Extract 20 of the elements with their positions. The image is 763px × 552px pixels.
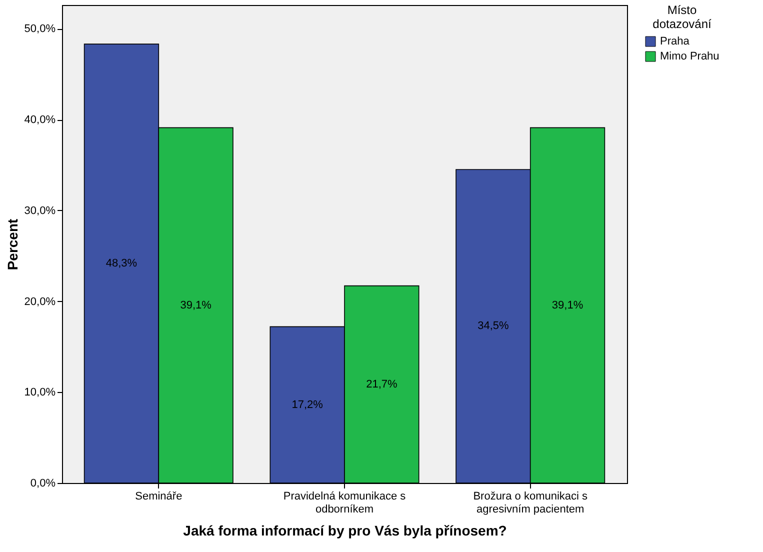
legend-label: Praha bbox=[660, 36, 690, 48]
y-axis-title: Percent bbox=[4, 218, 20, 270]
data-label: 48,3% bbox=[106, 258, 138, 270]
legend-label: Mimo Prahu bbox=[660, 50, 720, 62]
x-tick-label: Semináře bbox=[135, 490, 182, 502]
data-label: 21,7% bbox=[366, 378, 398, 390]
data-label: 17,2% bbox=[292, 398, 324, 411]
x-tick-label: Brožura o komunikaci s agresivním pacientem bbox=[473, 490, 588, 516]
y-tick-label: 10,0% bbox=[24, 386, 56, 399]
y-tick-label: 0,0% bbox=[30, 478, 56, 490]
data-label: 39,1% bbox=[180, 299, 212, 312]
data-label: 34,5% bbox=[478, 320, 509, 332]
y-tick-label: 20,0% bbox=[24, 296, 56, 308]
y-tick-label: 40,0% bbox=[24, 114, 56, 126]
y-tick-label: 30,0% bbox=[24, 204, 56, 217]
data-label: 39,1% bbox=[552, 299, 584, 312]
y-tick-label: 50,0% bbox=[24, 23, 56, 36]
legend-title: Místo dotazování bbox=[652, 3, 712, 31]
x-axis-title: Jaká forma informací by pro Vás byla přínosem? bbox=[183, 522, 507, 538]
x-tick-label: Pravidelná komunikace s odborníkem bbox=[283, 490, 406, 516]
